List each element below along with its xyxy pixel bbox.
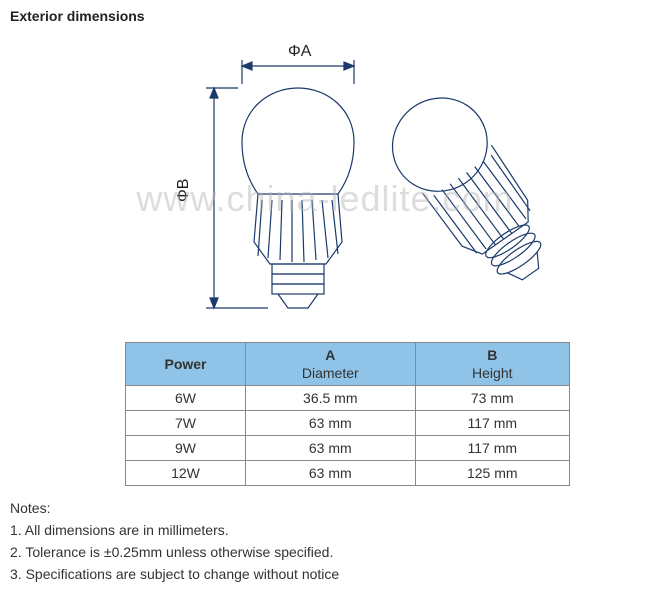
cell-power: 9W (126, 436, 246, 461)
col-b-sub: Height (422, 363, 563, 381)
cell-a: 63 mm (246, 461, 416, 486)
dimension-figure: ΦA ΦB www.china-ledlite.com (10, 32, 640, 332)
table-row: 9W 63 mm 117 mm (126, 436, 570, 461)
section-title: Exterior dimensions (10, 8, 640, 24)
cell-b: 125 mm (415, 461, 569, 486)
cell-a: 63 mm (246, 411, 416, 436)
cell-a: 36.5 mm (246, 386, 416, 411)
col-a-letter: A (325, 347, 335, 363)
col-header-b: B Height (415, 343, 569, 386)
col-a-sub: Diameter (252, 363, 409, 381)
table-body: 6W 36.5 mm 73 mm 7W 63 mm 117 mm 9W 63 m… (126, 386, 570, 486)
notes-list: 1. All dimensions are in millimeters. 2.… (10, 522, 640, 582)
cell-a: 63 mm (246, 436, 416, 461)
cell-b: 117 mm (415, 436, 569, 461)
dim-a-label: ΦA (288, 43, 312, 60)
col-header-power: Power (126, 343, 246, 386)
dimensions-table: Power A Diameter B Height 6W 36.5 mm 73 … (125, 342, 570, 486)
table-row: 7W 63 mm 117 mm (126, 411, 570, 436)
cell-power: 6W (126, 386, 246, 411)
note-item: 2. Tolerance is ±0.25mm unless otherwise… (10, 544, 640, 560)
col-header-a: A Diameter (246, 343, 416, 386)
notes-title: Notes: (10, 500, 640, 516)
cell-b: 117 mm (415, 411, 569, 436)
cell-power: 12W (126, 461, 246, 486)
dim-b-label: ΦB (175, 179, 192, 202)
cell-power: 7W (126, 411, 246, 436)
note-item: 3. Specifications are subject to change … (10, 566, 640, 582)
table-row: 6W 36.5 mm 73 mm (126, 386, 570, 411)
bulb-dimension-drawing: ΦA ΦB (10, 32, 640, 332)
note-item: 1. All dimensions are in millimeters. (10, 522, 640, 538)
col-b-letter: B (487, 347, 497, 363)
cell-b: 73 mm (415, 386, 569, 411)
table-row: 12W 63 mm 125 mm (126, 461, 570, 486)
